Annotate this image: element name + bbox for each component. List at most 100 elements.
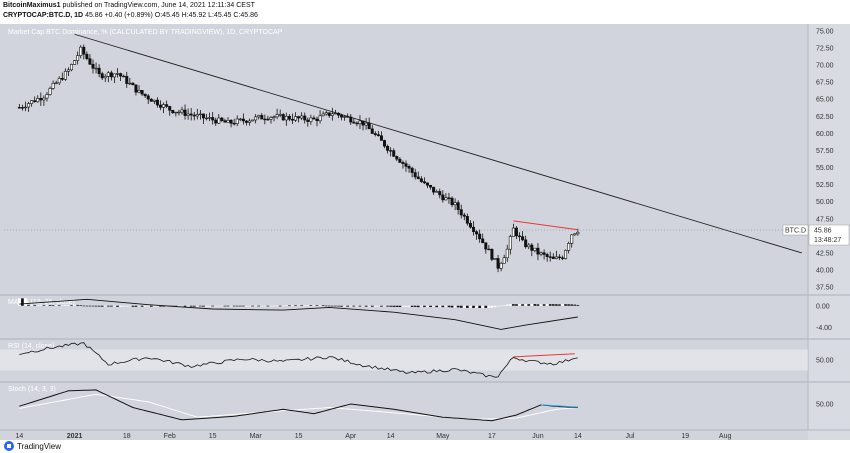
candle-body	[192, 114, 196, 117]
macd-histogram-bar	[435, 305, 438, 308]
candle-body	[303, 115, 307, 121]
candle	[217, 113, 221, 125]
candle	[260, 112, 264, 120]
y-tick-label: 67.50	[816, 80, 834, 87]
macd-histogram-bar	[386, 305, 389, 307]
candle-body	[201, 113, 205, 119]
x-tick-label: 15	[295, 433, 303, 440]
candle	[70, 63, 74, 72]
candle	[297, 115, 301, 123]
macd-histogram-bar	[67, 304, 70, 306]
macd-histogram-bar	[542, 304, 546, 306]
macd-histogram-bar	[315, 305, 319, 306]
candle-body	[444, 197, 448, 201]
tradingview-logo[interactable]: TradingView	[4, 441, 61, 451]
price-chart[interactable]: 14 2021 18 Feb 15 Mar 15 Apr 14 May 17 Jun 14 Jul 19 Au…	[0, 24, 850, 440]
macd-histogram-bar	[410, 305, 414, 307]
rsi-y-tick-label: 50.00	[816, 358, 834, 365]
macd-histogram-bar	[245, 305, 248, 307]
macd-histogram-bar	[429, 305, 432, 308]
macd-histogram-bar	[548, 304, 552, 306]
candle	[536, 243, 540, 261]
candle	[201, 113, 205, 124]
stoch-k-line	[19, 389, 578, 422]
candle-body	[496, 258, 500, 269]
rsi-band	[0, 349, 808, 371]
macd-histogram-bar	[257, 305, 261, 307]
macd-histogram-bar	[269, 305, 273, 307]
candle	[478, 229, 482, 243]
macd-histogram-bar	[242, 305, 245, 307]
candle	[422, 177, 426, 185]
candle-body	[177, 111, 181, 114]
macd-histogram-bar	[103, 305, 107, 307]
candle-body	[235, 118, 239, 125]
candle	[383, 139, 387, 149]
candle	[278, 109, 282, 118]
candle-body	[456, 202, 460, 210]
author-name[interactable]: BitcoinMaximus1	[3, 2, 61, 9]
candle	[472, 221, 476, 236]
candle	[152, 99, 156, 104]
candle	[244, 119, 248, 126]
macd-histogram-bar	[364, 305, 368, 307]
candle	[112, 73, 116, 84]
y-tick-label: 55.00	[816, 165, 834, 172]
candle-body	[278, 114, 282, 116]
candle	[324, 110, 328, 116]
candle	[444, 193, 448, 201]
y-tick-label: 37.50	[816, 285, 834, 292]
candle	[450, 196, 454, 208]
macd-histogram-bar	[413, 305, 417, 307]
candle	[42, 95, 46, 106]
macd-histogram-bar	[97, 305, 101, 307]
macd-histogram-bar	[539, 304, 543, 306]
x-tick-label: 15	[209, 433, 217, 440]
candle-body	[211, 117, 215, 121]
candle-body	[152, 99, 156, 102]
candle-body	[450, 197, 454, 206]
candle	[432, 186, 436, 195]
candle-body	[462, 214, 466, 217]
candle	[85, 51, 89, 61]
candle-body	[502, 257, 506, 264]
candle	[30, 100, 34, 107]
macd-histogram-bar	[499, 305, 503, 307]
candle	[573, 233, 577, 236]
candle-body	[36, 98, 40, 103]
candle	[349, 114, 353, 125]
macd-histogram-bar	[337, 305, 340, 307]
candle	[456, 200, 460, 215]
macd-histogram-bar	[466, 305, 469, 308]
candle	[131, 82, 135, 86]
candle	[88, 54, 92, 66]
macd-histogram-bar	[407, 305, 411, 307]
candle-body	[189, 113, 193, 116]
macd-histogram-bar	[156, 305, 159, 307]
candle-body	[416, 176, 420, 180]
candle	[401, 160, 405, 169]
candle-body	[383, 140, 387, 147]
candle-body	[432, 186, 436, 193]
candle-body	[410, 167, 414, 173]
candle-body	[447, 197, 451, 199]
candle-body	[73, 60, 77, 65]
stoch-d-line	[19, 393, 578, 420]
x-tick-label: Aug	[719, 433, 732, 440]
x-tick-label: 14	[574, 433, 582, 440]
candle	[352, 118, 356, 124]
published-text: published on TradingView.com, June 14, 2…	[62, 2, 255, 9]
candle-body	[17, 107, 21, 109]
macd-histogram-bar	[131, 305, 135, 307]
candle	[447, 192, 451, 204]
candle-body	[358, 120, 362, 124]
macd-histogram-bar	[134, 305, 138, 307]
macd-histogram-bar	[300, 305, 303, 306]
candle	[116, 68, 120, 78]
candle	[468, 220, 472, 229]
macd-histogram-bar	[153, 305, 156, 307]
candle	[484, 242, 488, 254]
macd-histogram-bar	[555, 304, 558, 306]
macd-histogram-bar	[306, 305, 310, 306]
y-tick-label: 57.50	[816, 148, 834, 155]
